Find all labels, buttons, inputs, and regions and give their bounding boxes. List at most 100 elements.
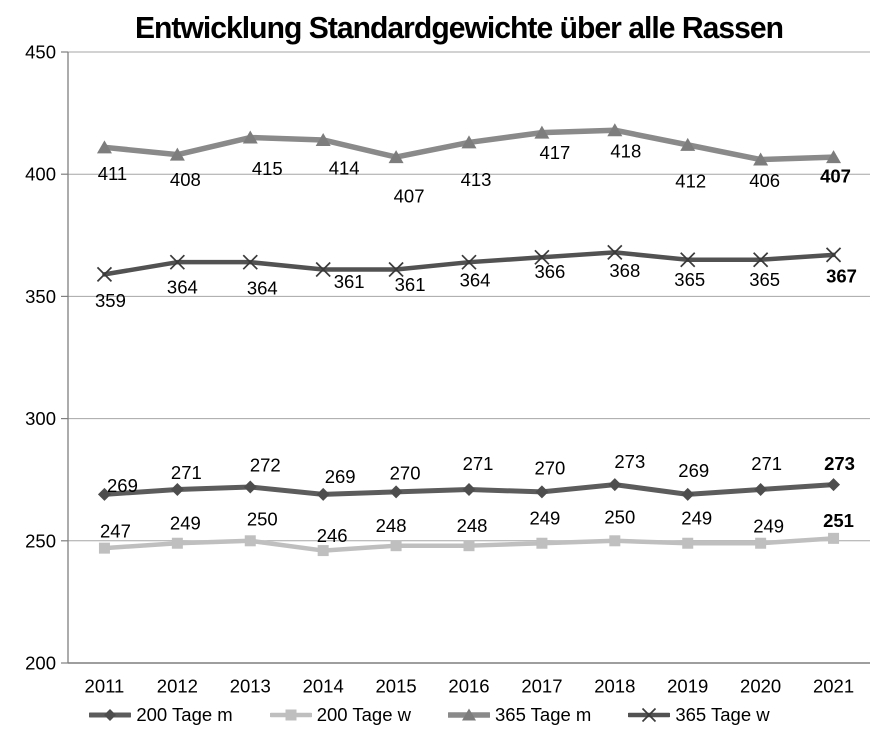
data-label-200-tage-w: 248: [457, 515, 488, 536]
marker-x-365-tage-w: [753, 252, 769, 268]
data-label-200-tage-w: 249: [681, 508, 712, 529]
marker-triangle-365-tage-m: [534, 125, 550, 139]
x-marker-icon: [642, 707, 657, 723]
data-label-200-tage-m: 270: [534, 457, 565, 478]
data-label-200-tage-w: 247: [100, 521, 131, 542]
marker-square-200-tage-w: [171, 537, 183, 549]
legend-label-365-tage-m: 365 Tage m: [495, 704, 592, 725]
x-tick-label-2014: 2014: [303, 676, 344, 697]
x-tick-label-2017: 2017: [521, 676, 562, 697]
marker-square-200-tage-w: [317, 545, 329, 557]
legend-item-365-tage-w: 365 Tage w: [628, 704, 770, 726]
marker-triangle-365-tage-m: [753, 152, 769, 166]
y-tick-label-350: 350: [25, 286, 56, 307]
y-tick-label-450: 450: [25, 42, 56, 63]
marker-x-365-tage-w: [825, 247, 842, 263]
marker-square-200-tage-w: [98, 542, 110, 554]
marker-x-365-tage-w: [461, 254, 477, 270]
x-tick-label-2015: 2015: [376, 676, 417, 697]
square-marker-icon: [285, 709, 297, 721]
data-label-200-tage-m: 272: [250, 455, 281, 476]
series-200-tage-w: 247 249 250 246 248 248 249 250 249 249 251: [98, 506, 854, 557]
marker-diamond-200-tage-m: [97, 487, 111, 501]
series-365-tage-m: 411 408 415 414 407 413 417 418 412 406 407: [96, 123, 851, 207]
legend-item-365-tage-m: 365 Tage m: [448, 704, 591, 726]
series-365-tage-w: 359 364 364 361 361 364 366 368 365 365 367: [95, 244, 857, 311]
data-label-200-tage-w: 248: [376, 515, 407, 536]
data-label-200-tage-m: 271: [751, 453, 782, 474]
marker-triangle-365-tage-m: [388, 150, 404, 164]
x-tick-label-2021: 2021: [813, 676, 854, 697]
marker-triangle-365-tage-m: [461, 135, 477, 149]
y-tick-label-300: 300: [25, 408, 56, 429]
marker-diamond-200-tage-m: [316, 487, 330, 501]
data-label-365-tage-m: 411: [98, 163, 128, 184]
legend-label-200-tage-w: 200 Tage w: [316, 704, 411, 725]
data-label-365-tage-m: 417: [539, 142, 570, 163]
x-tick-label-2013: 2013: [230, 676, 271, 697]
data-label-365-tage-m: 408: [170, 169, 201, 190]
y-tick-label-250: 250: [25, 530, 56, 551]
data-label-200-tage-m: 270: [390, 462, 421, 483]
legend-label-365-tage-w: 365 Tage w: [675, 704, 770, 725]
marker-x-365-tage-w: [315, 261, 331, 278]
data-label-200-tage-w: 250: [247, 508, 278, 529]
marker-triangle-365-tage-m: [242, 130, 258, 144]
x-tick-label-2011: 2011: [85, 676, 125, 697]
marker-diamond-200-tage-m: [608, 478, 622, 492]
data-label-200-tage-w: 246: [317, 525, 348, 546]
data-label-200-tage-w: 249: [529, 508, 560, 529]
x-tick-label-2016: 2016: [448, 676, 489, 697]
data-label-200-tage-m: 271: [463, 453, 494, 474]
marker-diamond-200-tage-m: [535, 485, 549, 499]
marker-x-365-tage-w: [169, 254, 185, 270]
data-label-365-tage-w: 365: [674, 269, 705, 290]
legend-diamond-icon: [89, 709, 132, 721]
legend-item-200-tage-m: 200 Tage m: [89, 704, 233, 726]
marker-square-200-tage-w: [609, 535, 621, 547]
data-label-200-tage-m: 269: [325, 466, 356, 487]
x-tick-label-2019: 2019: [667, 676, 708, 697]
series-200-tage-m: 269 271 272 269 270 271 270 273 269 271 273: [97, 451, 855, 501]
data-label-365-tage-m: 415: [252, 158, 283, 179]
marker-diamond-200-tage-m: [389, 485, 403, 499]
data-label-200-tage-w: 249: [170, 513, 201, 534]
marker-square-200-tage-w: [828, 532, 840, 544]
marker-square-200-tage-w: [390, 540, 402, 552]
data-label-365-tage-w: 361: [395, 274, 426, 295]
x-tick-label-2018: 2018: [594, 676, 635, 697]
marker-triangle-365-tage-m: [96, 140, 112, 154]
data-label-365-tage-m: 414: [329, 157, 360, 178]
marker-diamond-200-tage-m: [170, 482, 184, 496]
data-label-200-tage-m: 273: [614, 451, 645, 472]
marker-x-365-tage-w: [242, 254, 258, 270]
marker-diamond-200-tage-m: [462, 482, 476, 496]
data-label-200-tage-m: 269: [678, 460, 709, 481]
marker-diamond-200-tage-m: [827, 478, 841, 492]
legend-triangle-icon: [448, 708, 490, 721]
marker-square-200-tage-w: [755, 537, 767, 549]
data-label-365-tage-m: 418: [610, 141, 641, 162]
marker-triangle-365-tage-m: [315, 132, 331, 146]
legend-item-200-tage-w: 200 Tage w: [269, 704, 411, 726]
data-label-365-tage-w: 364: [460, 270, 491, 291]
data-label-200-tage-m: 273: [824, 453, 855, 474]
marker-triangle-365-tage-m: [680, 137, 696, 151]
data-label-365-tage-m: 406: [749, 170, 780, 191]
data-label-200-tage-m: 271: [171, 462, 202, 483]
data-label-365-tage-w: 365: [749, 269, 780, 290]
data-label-365-tage-m: 407: [820, 166, 851, 187]
marker-triangle-365-tage-m: [607, 123, 623, 137]
marker-x-365-tage-w: [680, 252, 696, 268]
data-label-365-tage-w: 364: [167, 277, 198, 298]
marker-x-365-tage-w: [96, 266, 113, 283]
y-tick-label-400: 400: [25, 164, 56, 185]
marker-triangle-365-tage-m: [169, 147, 185, 161]
data-label-365-tage-w: 368: [609, 260, 640, 281]
marker-diamond-200-tage-m: [754, 482, 768, 496]
data-label-365-tage-w: 364: [247, 278, 278, 299]
data-label-365-tage-m: 407: [394, 186, 425, 207]
x-tick-label-2012: 2012: [157, 676, 198, 697]
marker-x-365-tage-w: [607, 244, 623, 261]
